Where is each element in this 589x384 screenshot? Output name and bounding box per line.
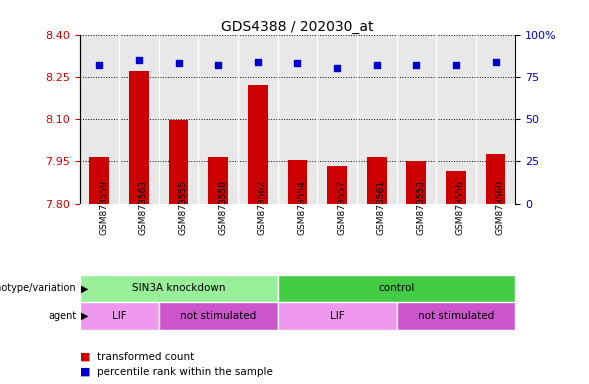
Text: not stimulated: not stimulated: [418, 311, 494, 321]
Point: [95, 62, 104, 68]
Point: [253, 58, 263, 65]
Text: percentile rank within the sample: percentile rank within the sample: [97, 367, 273, 377]
Text: GSM873558: GSM873558: [218, 180, 227, 235]
Bar: [209, 157, 228, 204]
Text: GSM873554: GSM873554: [297, 180, 306, 235]
Bar: [80, 275, 277, 302]
Bar: [486, 154, 505, 204]
Bar: [90, 157, 109, 204]
Bar: [367, 157, 386, 204]
Bar: [168, 121, 188, 204]
Text: transformed count: transformed count: [97, 352, 194, 362]
Bar: [446, 171, 466, 204]
Text: ■: ■: [80, 367, 94, 377]
Bar: [287, 160, 307, 204]
Text: LIF: LIF: [330, 311, 345, 321]
Text: ■: ■: [80, 352, 94, 362]
Point: [134, 57, 144, 63]
Text: GSM873563: GSM873563: [139, 180, 148, 235]
Text: GSM873553: GSM873553: [416, 180, 425, 235]
Text: agent: agent: [48, 311, 77, 321]
Text: GSM873562: GSM873562: [258, 180, 267, 235]
Text: SIN3A knockdown: SIN3A knockdown: [132, 283, 226, 293]
Bar: [277, 275, 515, 302]
Point: [293, 60, 302, 66]
Point: [213, 62, 223, 68]
Bar: [327, 166, 347, 204]
Bar: [80, 302, 159, 330]
Bar: [129, 71, 149, 204]
Point: [174, 60, 183, 66]
Point: [412, 62, 421, 68]
Text: GSM873555: GSM873555: [178, 180, 187, 235]
Text: ▶: ▶: [81, 283, 88, 293]
Point: [332, 65, 342, 71]
Bar: [277, 302, 396, 330]
Text: GSM873557: GSM873557: [337, 180, 346, 235]
Text: GSM873559: GSM873559: [100, 180, 108, 235]
Text: ▶: ▶: [81, 311, 88, 321]
Point: [372, 62, 382, 68]
Text: GSM873561: GSM873561: [377, 180, 386, 235]
Bar: [248, 85, 268, 204]
Point: [451, 62, 461, 68]
Title: GDS4388 / 202030_at: GDS4388 / 202030_at: [221, 20, 373, 33]
Text: genotype/variation: genotype/variation: [0, 283, 77, 293]
Point: [491, 58, 500, 65]
Bar: [159, 302, 277, 330]
Text: not stimulated: not stimulated: [180, 311, 256, 321]
Text: control: control: [378, 283, 415, 293]
Text: GSM873560: GSM873560: [495, 180, 505, 235]
Text: GSM873556: GSM873556: [456, 180, 465, 235]
Bar: [406, 161, 426, 204]
Text: LIF: LIF: [112, 311, 127, 321]
Bar: [396, 302, 515, 330]
